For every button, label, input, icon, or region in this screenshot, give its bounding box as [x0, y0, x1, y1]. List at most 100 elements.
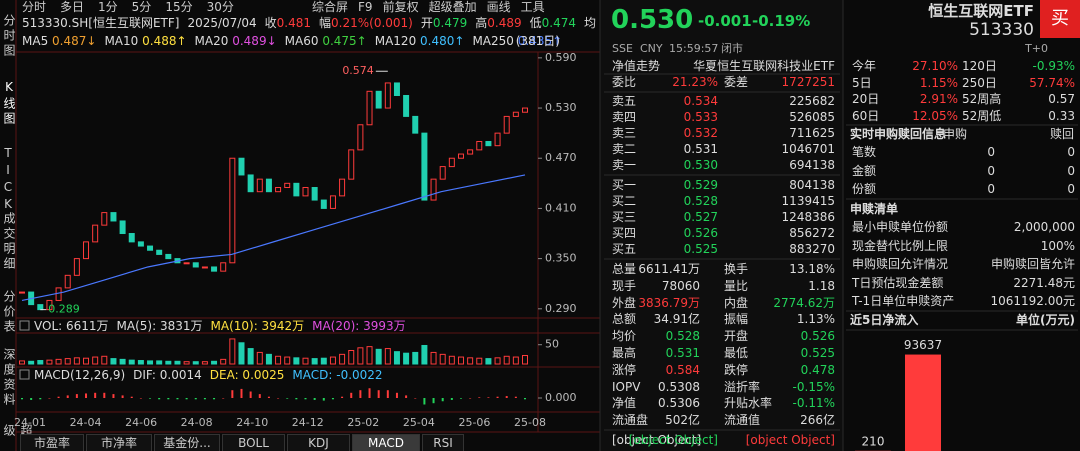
tool-button[interactable]: 综合屏: [312, 0, 349, 14]
tool-button[interactable]: F9: [358, 0, 373, 14]
book-price: 0.533: [683, 110, 718, 124]
macd-bar: [66, 395, 69, 398]
indicator-tab[interactable]: 基金份...: [154, 434, 220, 451]
row-value: 申购赎回皆允许: [990, 257, 1075, 271]
side-tab[interactable]: 成交明细: [2, 212, 16, 272]
indicator-tab[interactable]: KDJ: [287, 434, 350, 451]
stat-label: 总额: [612, 312, 637, 327]
security-name: 恒生互联网ETF: [928, 1, 1034, 20]
indicator-tab[interactable]: RSI: [422, 434, 464, 451]
period-tab[interactable]: 5分: [131, 0, 152, 14]
candle: [522, 107, 528, 113]
book-volume: 694138: [789, 158, 835, 172]
range-label: (381日): [515, 34, 560, 48]
indicator-tab[interactable]: MACD: [352, 434, 420, 451]
period-tab[interactable]: 15分: [165, 0, 193, 14]
row-label: T日预估现金差额: [852, 275, 944, 290]
side-tab[interactable]: TICK: [1, 146, 15, 214]
candle: [220, 262, 227, 272]
tool-button[interactable]: 超级叠加: [428, 0, 477, 14]
legend-item: DEA: 0.0025: [209, 368, 285, 382]
side-tab[interactable]: 深度资料: [2, 348, 16, 408]
stat-label: 现手: [612, 278, 637, 293]
volume-bar: [128, 359, 135, 365]
period-tab[interactable]: 多日: [60, 0, 85, 14]
indicator-tab[interactable]: 市盈率: [20, 434, 84, 451]
book-price: 0.525: [683, 242, 718, 256]
volume-bar: [512, 356, 519, 365]
macd-bar: [30, 398, 33, 400]
period-tab[interactable]: 1分: [98, 0, 118, 14]
perf-value: 0.33: [1048, 109, 1075, 124]
macd-bar: [277, 398, 280, 399]
macd-bar: [313, 398, 316, 400]
volume-bar: [320, 357, 327, 365]
candle: [512, 111, 519, 117]
volume-bar: [46, 359, 53, 365]
row-label: 笔数: [852, 145, 877, 159]
indicator-tab[interactable]: 市净率: [86, 434, 152, 451]
help-icon[interactable]: [19, 320, 30, 331]
candle: [101, 212, 108, 226]
ratio-value: 21.23%: [672, 75, 718, 89]
macd-bar: [350, 392, 353, 398]
field-value: 0.489: [487, 16, 522, 30]
indicator-tab[interactable]: BOLL: [222, 434, 285, 451]
field-value: 0.21%(0.001): [331, 16, 413, 30]
volume-bar: [357, 347, 364, 365]
buy-button[interactable]: 买: [1051, 8, 1069, 29]
volume-bar: [375, 348, 382, 365]
volume-bar: [403, 352, 410, 365]
stat-value: 0.5308: [658, 379, 700, 394]
ratio-value: 1727251: [781, 75, 835, 89]
volume-bar: [384, 348, 391, 365]
buy-button-bg[interactable]: [1040, 0, 1080, 38]
volume-bar: [192, 361, 199, 365]
ma-line: [21, 174, 526, 302]
tool-button[interactable]: 前复权: [382, 0, 419, 14]
row-label: 最小申赎单位份额: [852, 220, 949, 234]
stat-value: 3836.79万: [638, 295, 700, 310]
nav-title: 净值走势: [612, 59, 661, 73]
row-label: 申购赎回允许情况: [852, 257, 949, 271]
x-tick-label: 24-08: [181, 416, 213, 429]
volume-bar: [119, 358, 126, 365]
ma-label: MA20: [194, 34, 229, 48]
help-icon[interactable]: [19, 369, 30, 380]
macd-bar: [222, 398, 225, 399]
stat-value: 0.526: [800, 329, 835, 344]
stat-label: 外盘: [612, 295, 637, 310]
stat-value: 2774.62万: [773, 295, 835, 310]
stat-value: 0.528: [665, 329, 700, 344]
volume-bar: [275, 355, 282, 365]
candle: [503, 115, 510, 134]
candle: [448, 157, 455, 168]
volume-bar: [19, 360, 25, 365]
period-tab[interactable]: 30分: [206, 0, 234, 14]
macd-bar: [386, 390, 389, 398]
book-price: 0.527: [683, 210, 718, 224]
volume-bar: [457, 356, 464, 365]
annotation: 0.289: [48, 303, 80, 316]
macd-bar: [432, 398, 435, 404]
macd-bar: [405, 395, 408, 398]
tool-button[interactable]: 工具: [520, 0, 545, 14]
section-title: 实时申购赎回信息: [850, 127, 947, 141]
x-tick-label: 24-10: [236, 416, 268, 429]
side-tab[interactable]: 分时图: [2, 14, 16, 59]
side-tab[interactable]: K线图: [2, 80, 16, 127]
volume-bar: [329, 356, 336, 365]
stat-value: 266亿: [800, 413, 835, 428]
candle: [439, 166, 446, 180]
tool-button[interactable]: 画线: [486, 0, 511, 14]
quote-date: 2025/07/04: [187, 16, 257, 30]
col-head: 赎回: [1049, 127, 1074, 141]
side-tab[interactable]: 分价表: [2, 290, 16, 335]
candle: [467, 149, 474, 155]
macd-bar: [331, 398, 334, 400]
stat-value: 78060: [661, 278, 700, 293]
period-tab[interactable]: 分时: [22, 0, 47, 14]
book-label: 买三: [612, 210, 637, 224]
candle: [83, 241, 90, 260]
volume-bar: [311, 358, 318, 365]
